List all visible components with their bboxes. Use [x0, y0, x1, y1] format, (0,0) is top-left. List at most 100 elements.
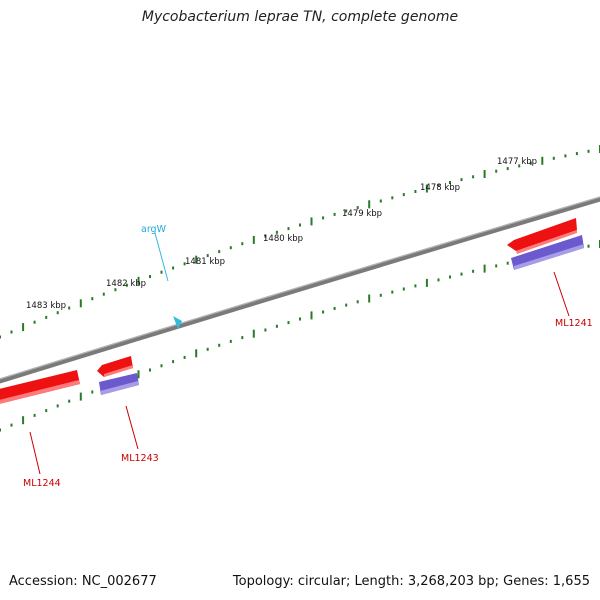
feature-argW[interactable]: argW [141, 224, 182, 329]
ML1241-forward-shade [516, 230, 577, 254]
outer-major-tick [368, 200, 371, 209]
inner-minor-tick [172, 360, 175, 364]
outer-minor-tick [125, 283, 128, 287]
outer-minor-tick [0, 335, 1, 339]
outer-minor-tick [575, 152, 578, 156]
outer-minor-tick [91, 297, 94, 301]
inner-minor-tick [183, 355, 186, 359]
ML1244-label: ML1244 [23, 478, 61, 489]
feature-ML1243[interactable]: ML1243 [97, 356, 159, 464]
scale-label-1482: 1482 kbp [106, 279, 146, 289]
outer-major-tick [541, 156, 544, 165]
scale-label-1478: 1478 kbp [420, 183, 460, 193]
inner-minor-tick [10, 423, 13, 427]
outer-major-tick [252, 235, 255, 244]
inner-major-tick [79, 392, 82, 401]
inner-minor-tick [414, 284, 417, 288]
inner-minor-tick [0, 428, 1, 432]
outer-major-tick [483, 170, 486, 178]
inner-minor-tick [356, 300, 359, 304]
outer-minor-tick [218, 250, 221, 254]
feature-ML1244[interactable]: ML1244 [0, 370, 80, 489]
outer-major-tick [195, 255, 198, 264]
outer-minor-tick [229, 246, 232, 250]
inner-minor-tick [460, 272, 463, 276]
inner-major-tick [22, 416, 25, 425]
outer-major-tick [310, 217, 313, 226]
outer-minor-tick [414, 190, 417, 193]
outer-minor-tick [322, 216, 325, 220]
genome-backbone [0, 196, 600, 384]
scale-label-1481: 1481 kbp [185, 257, 225, 267]
outer-minor-tick [102, 292, 105, 296]
outer-minor-tick [437, 183, 440, 187]
scale-label-1480: 1480 kbp [263, 234, 303, 244]
inner-minor-tick [218, 343, 221, 347]
ML1241-label: ML1241 [555, 318, 593, 329]
outer-minor-tick [506, 167, 509, 171]
inner-minor-tick [56, 404, 59, 408]
inner-minor-tick [264, 328, 267, 332]
outer-minor-tick [264, 234, 267, 238]
outer-minor-tick [345, 209, 348, 213]
inner-minor-tick [206, 347, 209, 351]
outer-minor-tick [333, 212, 336, 216]
inner-minor-tick [149, 368, 151, 372]
inner-minor-tick [91, 390, 94, 394]
ML1244-leader-line [29, 431, 41, 475]
inner-minor-tick [241, 336, 244, 340]
inner-minor-tick [333, 307, 336, 310]
ML1241-forward-block [507, 218, 577, 251]
outer-minor-tick [206, 254, 209, 258]
inner-minor-tick [449, 275, 451, 279]
outer-minor-tick [379, 199, 382, 203]
scale-label-1479: 1479 kbp [342, 209, 382, 219]
outer-minor-tick [275, 230, 278, 234]
argW-leader-line [154, 232, 169, 282]
ML1243-reverse-shade [100, 381, 139, 395]
outer-minor-tick [356, 206, 359, 210]
inner-major-tick [310, 311, 313, 320]
inner-minor-tick [287, 321, 290, 325]
inner-minor-tick [402, 287, 405, 291]
outer-minor-tick [183, 262, 186, 266]
outer-major-tick [22, 323, 25, 332]
outer-minor-tick [299, 223, 301, 227]
inner-minor-tick [506, 261, 509, 265]
accession-text: Accession: NC_002677 [9, 574, 157, 589]
outer-minor-tick [33, 320, 36, 324]
outer-minor-tick [587, 149, 590, 153]
ML1243-forward-shade [104, 365, 133, 377]
inner-minor-tick [68, 399, 71, 403]
outer-minor-tick [518, 164, 521, 168]
outer-minor-tick [172, 266, 175, 270]
outer-minor-tick [402, 193, 405, 197]
inner-major-tick [483, 264, 486, 273]
outer-minor-tick [56, 311, 59, 315]
scale-ticks-outer [0, 145, 600, 339]
inner-major-tick [195, 349, 198, 358]
inner-minor-tick [160, 364, 163, 368]
inner-minor-tick [322, 310, 325, 314]
outer-minor-tick [472, 175, 475, 179]
outer-major-tick [425, 184, 428, 193]
outer-minor-tick [149, 275, 151, 278]
outer-major-tick [137, 276, 140, 285]
outer-minor-tick [460, 178, 463, 182]
outer-minor-tick [529, 161, 532, 165]
map-title: Mycobacterium leprae TN, complete genome [141, 9, 459, 25]
argW-label: argW [141, 224, 167, 235]
outer-minor-tick [391, 196, 394, 200]
scale-label-1483: 1483 kbp [26, 301, 66, 311]
inner-minor-tick [345, 303, 348, 307]
outer-minor-tick [564, 154, 567, 158]
inner-major-tick [425, 278, 428, 287]
genome-backbone-highlight [0, 196, 600, 380]
feature-ML1241[interactable]: ML1241 [507, 218, 593, 329]
scale-label-1477: 1477 kbp [497, 157, 537, 167]
outer-minor-tick [449, 181, 451, 184]
outer-minor-tick [241, 242, 244, 246]
inner-major-tick [137, 370, 140, 379]
